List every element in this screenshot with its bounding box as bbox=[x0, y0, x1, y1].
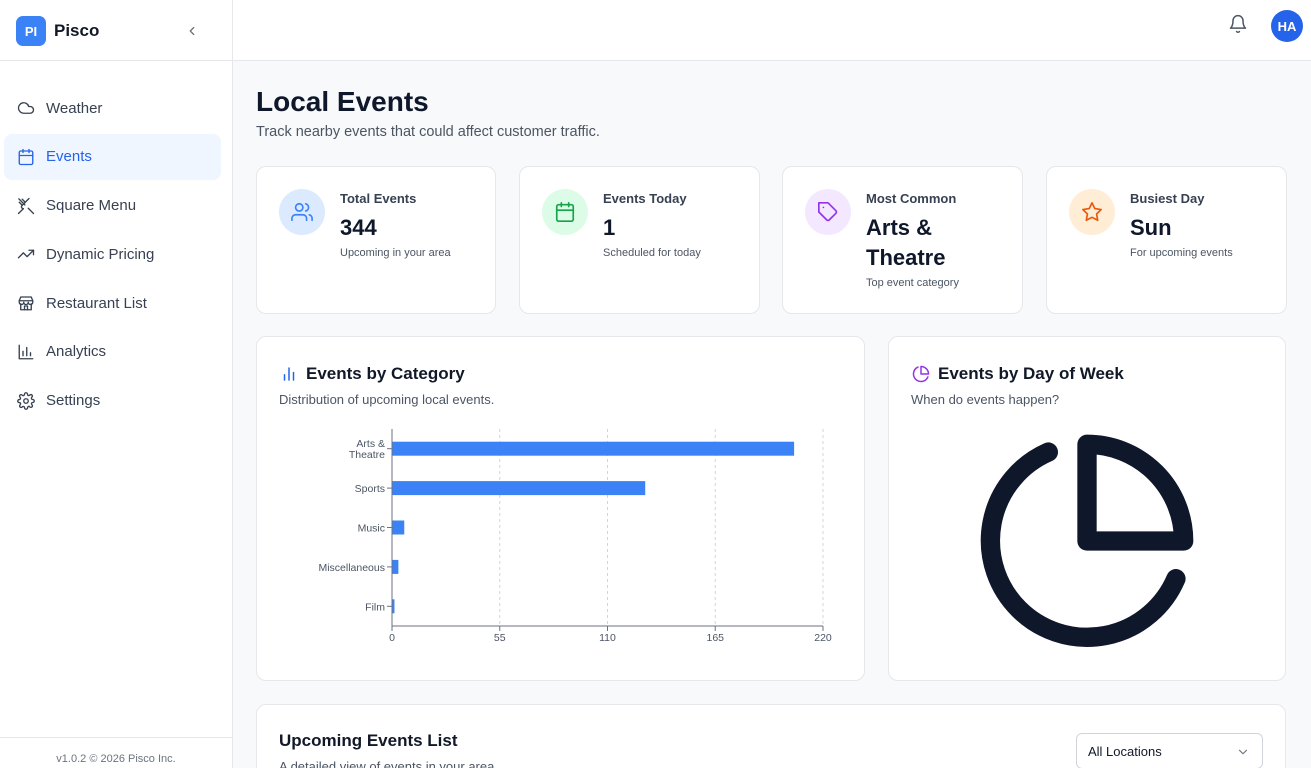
sidebar-item-label: Square Menu bbox=[46, 197, 137, 215]
stat-value: 1 bbox=[603, 215, 616, 240]
collapse-sidebar-button[interactable] bbox=[182, 21, 202, 41]
version-text: v1.0.2 © 2026 Pisco Inc. bbox=[56, 753, 176, 765]
stat-card-most-common: Most Common Arts & Theatre Top event cat… bbox=[782, 166, 1023, 314]
bell-icon bbox=[1229, 14, 1247, 34]
category-chart-title-text: Events by Category bbox=[306, 364, 465, 383]
chevron-left-icon bbox=[189, 26, 195, 36]
sidebar-footer-divider bbox=[0, 737, 232, 738]
sidebar-item-restaurant-list[interactable]: Restaurant List bbox=[4, 280, 221, 326]
avatar[interactable]: HA bbox=[1271, 10, 1303, 42]
bar bbox=[392, 441, 795, 456]
bar bbox=[392, 520, 405, 535]
pie-chart-placeholder-icon bbox=[980, 434, 1194, 647]
page-title: Local Events bbox=[256, 86, 429, 117]
sidebar: PI Pisco Weather Events bbox=[0, 0, 233, 768]
sidebar-nav: Weather Events Square Menu Dynamic Prici… bbox=[4, 85, 221, 427]
sidebar-item-label: Events bbox=[46, 148, 92, 166]
y-tick-label: Sports bbox=[355, 483, 385, 495]
stat-note: Scheduled for today bbox=[603, 247, 701, 259]
stat-card-events-today: Events Today 1 Scheduled for today bbox=[519, 166, 760, 314]
stat-label: Busiest Day bbox=[1130, 191, 1205, 206]
stat-note: For upcoming events bbox=[1130, 247, 1233, 259]
stat-card-total-events: Total Events 344 Upcoming in your area bbox=[256, 166, 496, 314]
stat-value: Arts & Theatre bbox=[866, 215, 946, 270]
x-tick-label: 55 bbox=[494, 632, 506, 644]
sidebar-item-label: Restaurant List bbox=[46, 294, 147, 312]
sidebar-item-label: Analytics bbox=[46, 343, 107, 361]
location-filter-value: All Locations bbox=[1088, 743, 1162, 759]
category-chart-subtitle: Distribution of upcoming local events. bbox=[279, 392, 495, 407]
sidebar-item-weather[interactable]: Weather bbox=[4, 85, 221, 131]
day-chart-title-text: Events by Day of Week bbox=[938, 364, 1124, 383]
day-chart-title: Events by Day of Week bbox=[911, 364, 1124, 384]
bar-chart-icon bbox=[16, 342, 36, 362]
x-tick-label: 220 bbox=[814, 632, 832, 644]
sidebar-item-events[interactable]: Events bbox=[4, 133, 221, 180]
category-chart-card: Events by Category Distribution of upcom… bbox=[256, 336, 865, 681]
trending-up-icon bbox=[16, 244, 36, 264]
calendar-icon bbox=[542, 189, 588, 235]
x-tick-label: 0 bbox=[389, 632, 395, 644]
stat-label: Events Today bbox=[603, 191, 687, 206]
sidebar-item-label: Dynamic Pricing bbox=[46, 245, 155, 263]
x-tick-label: 165 bbox=[706, 632, 724, 644]
x-tick-label: 110 bbox=[599, 632, 616, 644]
brand-name: Pisco bbox=[54, 21, 100, 40]
stat-note: Top event category bbox=[866, 277, 959, 289]
bar bbox=[392, 599, 395, 614]
day-of-week-card: Events by Day of Week When do events hap… bbox=[888, 336, 1286, 681]
sidebar-item-square-menu[interactable]: Square Menu bbox=[4, 183, 221, 229]
brand[interactable]: PI Pisco bbox=[16, 16, 99, 46]
stat-value: Sun bbox=[1130, 215, 1172, 240]
calendar-icon bbox=[16, 147, 36, 167]
sidebar-item-dynamic-pricing[interactable]: Dynamic Pricing bbox=[4, 231, 221, 277]
location-filter-select[interactable]: All Locations bbox=[1076, 733, 1263, 768]
page-subtitle: Track nearby events that could affect cu… bbox=[256, 124, 600, 140]
stat-value: 344 bbox=[340, 215, 377, 240]
sidebar-item-settings[interactable]: Settings bbox=[4, 378, 221, 424]
cloud-icon bbox=[16, 98, 36, 118]
events-list-card: Upcoming Events List A detailed view of … bbox=[256, 704, 1286, 768]
day-chart-subtitle: When do events happen? bbox=[911, 392, 1060, 407]
events-list-subtitle: A detailed view of events in your area. bbox=[279, 759, 498, 768]
topbar: HA bbox=[233, 0, 1311, 61]
stat-label: Most Common bbox=[866, 191, 957, 206]
brand-logo: PI bbox=[16, 16, 46, 46]
gear-icon bbox=[16, 391, 36, 411]
store-icon bbox=[16, 293, 36, 313]
category-chart-title: Events by Category bbox=[279, 364, 465, 384]
y-tick-label: Film bbox=[365, 601, 385, 613]
sidebar-divider bbox=[0, 60, 232, 61]
star-icon bbox=[1069, 189, 1115, 235]
stat-label: Total Events bbox=[340, 191, 417, 206]
pie-chart-icon bbox=[911, 364, 931, 384]
sidebar-item-analytics[interactable]: Analytics bbox=[4, 329, 221, 375]
tag-icon bbox=[805, 189, 851, 235]
bar bbox=[392, 559, 399, 574]
sidebar-item-label: Settings bbox=[46, 392, 101, 410]
stat-note: Upcoming in your area bbox=[340, 247, 451, 259]
users-icon bbox=[279, 189, 325, 235]
chevron-down-icon bbox=[1238, 749, 1248, 755]
bar-chart-icon bbox=[279, 364, 299, 384]
stat-card-busiest-day: Busiest Day Sun For upcoming events bbox=[1046, 166, 1287, 314]
bar bbox=[392, 481, 646, 496]
notifications-button[interactable] bbox=[1228, 14, 1250, 36]
events-list-title: Upcoming Events List bbox=[279, 731, 458, 750]
y-tick-label: Music bbox=[358, 523, 385, 535]
utensils-icon bbox=[16, 196, 36, 216]
y-tick-label: Arts & Theatre bbox=[349, 438, 385, 461]
category-bar-chart: 0 55 110 165 220 Arts & Theatre Sports Music Misc… bbox=[318, 429, 832, 644]
y-tick-label: Miscellaneous bbox=[318, 562, 385, 574]
sidebar-item-label: Weather bbox=[46, 99, 103, 117]
